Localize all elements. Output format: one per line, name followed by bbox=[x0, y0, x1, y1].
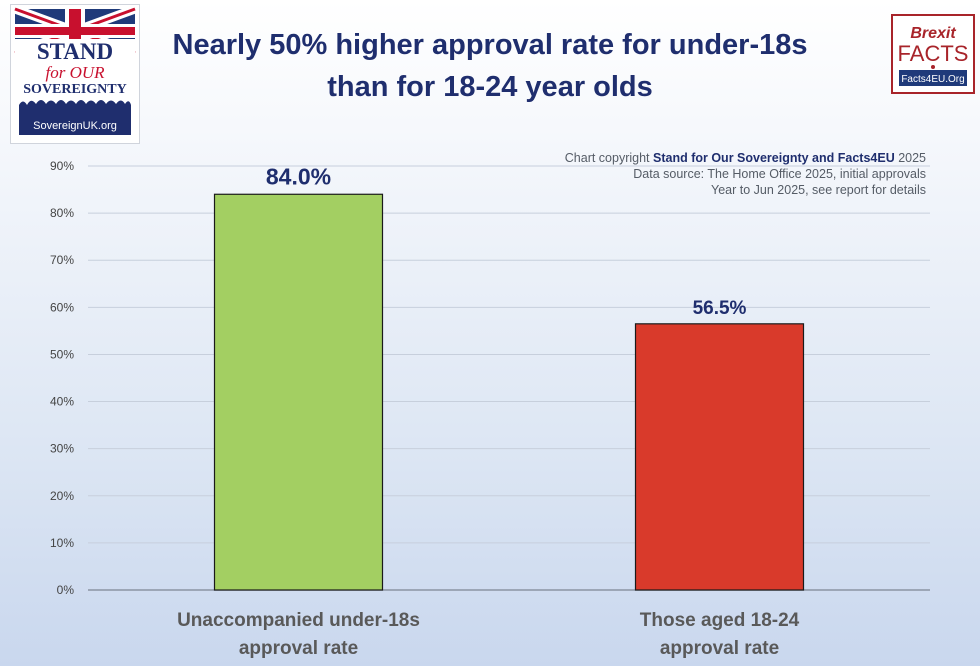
copyright-line: Chart copyright Stand for Our Sovereignt… bbox=[506, 150, 926, 166]
data-source-line-1: Data source: The Home Office 2025, initi… bbox=[633, 167, 926, 181]
y-tick-label: 70% bbox=[50, 253, 74, 267]
chart-title: Nearly 50% higher approval rate for unde… bbox=[150, 24, 830, 108]
logo-right-line2: FACTS bbox=[898, 41, 969, 66]
logo-left-line3: SOVEREIGNTY bbox=[23, 82, 126, 97]
x-category-label: Those aged 18-24 bbox=[640, 610, 800, 631]
brexit-facts-logo: Brexit FACTS Facts4EU.Org bbox=[891, 14, 975, 94]
logo-left-line1: STAND bbox=[37, 39, 113, 64]
title-line-1: Nearly 50% higher approval rate for unde… bbox=[172, 29, 808, 61]
logo-right-line1: Brexit bbox=[910, 25, 956, 42]
y-tick-label: 40% bbox=[50, 395, 74, 409]
x-category-label: approval rate bbox=[660, 638, 779, 659]
copyright-prefix: Chart copyright bbox=[564, 151, 653, 165]
y-tick-label: 0% bbox=[57, 583, 75, 597]
x-category-label: approval rate bbox=[239, 638, 358, 659]
y-tick-label: 80% bbox=[50, 206, 74, 220]
y-tick-label: 20% bbox=[50, 489, 74, 503]
y-tick-label: 10% bbox=[50, 536, 74, 550]
logo-left-line2: for OUR bbox=[45, 63, 105, 82]
copyright-year: 2025 bbox=[894, 151, 926, 165]
data-label: 56.5% bbox=[693, 298, 747, 319]
x-category-label: Unaccompanied under-18s bbox=[177, 610, 420, 631]
title-line-2: than for 18-24 year olds bbox=[327, 71, 653, 103]
bar bbox=[213, 193, 384, 591]
chart-credits: Chart copyright Stand for Our Sovereignt… bbox=[506, 150, 926, 198]
y-tick-label: 50% bbox=[50, 347, 74, 361]
logo-left-url: SovereignUK.org bbox=[33, 120, 117, 132]
y-tick-label: 60% bbox=[50, 300, 74, 314]
copyright-owner: Stand for Our Sovereignty and Facts4EU bbox=[653, 151, 895, 165]
data-source-line-2: Year to Jun 2025, see report for details bbox=[711, 183, 926, 197]
y-tick-label: 30% bbox=[50, 442, 74, 456]
logo-right-url: Facts4EU.Org bbox=[901, 74, 964, 85]
data-label: 84.0% bbox=[266, 163, 331, 189]
stand-for-our-sovereignty-logo: STAND for OUR SOVEREIGNTY SovereignUK.or… bbox=[10, 4, 140, 144]
y-tick-label: 90% bbox=[50, 159, 74, 173]
bar bbox=[634, 323, 805, 591]
